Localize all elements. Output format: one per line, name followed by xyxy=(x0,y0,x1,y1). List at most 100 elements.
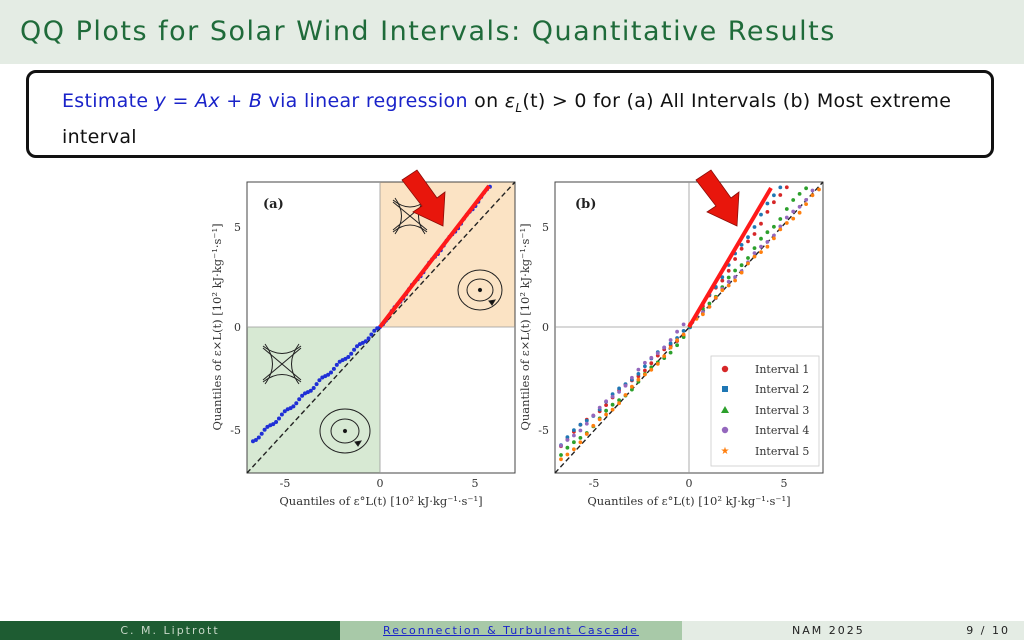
panel-b-point xyxy=(630,384,634,389)
panel-b-point xyxy=(733,278,737,283)
panel-b-point xyxy=(649,355,654,360)
panel-b-point xyxy=(643,372,647,377)
panel-b-point xyxy=(668,345,673,350)
legend-label-interval-4: Interval 4 xyxy=(755,424,809,437)
panel-a-point xyxy=(291,404,296,409)
panel-b-point xyxy=(578,428,583,433)
panel-b-ylabel: Quantiles of ε×L(t) [10² kJ·kg⁻¹·s⁻¹] xyxy=(518,223,532,430)
panel-b-point xyxy=(772,200,776,205)
panel-b-point xyxy=(778,224,783,229)
panel-a-point xyxy=(369,332,374,337)
panel-b-xtick-3: 5 xyxy=(781,477,788,490)
panel-a: (a) -5 0 5 5 0 -5 Quantiles of ε°L(t) [1… xyxy=(210,169,516,508)
panel-a-point xyxy=(329,370,333,375)
footer-talk-link[interactable]: Reconnection & Turbulent Cascade xyxy=(383,624,639,637)
panel-b-point xyxy=(604,408,608,413)
legend-marker-interval-4 xyxy=(721,426,729,434)
panel-b-point xyxy=(617,401,621,406)
panel-a-xlabel: Quantiles of ε°L(t) [10² kJ·kg⁻¹·s⁻¹] xyxy=(279,494,482,508)
legend-marker-interval-3 xyxy=(721,406,729,413)
panel-b-point xyxy=(707,305,712,309)
panel-a-xtick-1: -5 xyxy=(280,477,291,490)
panel-b-point xyxy=(726,268,731,273)
panel-a-point xyxy=(271,422,276,427)
panel-b-point xyxy=(630,387,634,392)
panel-b-point xyxy=(759,250,763,254)
summary-rest: (t) > 0 for (a) All Intervals (b) Most e… xyxy=(62,90,952,148)
panel-b-point xyxy=(739,270,744,275)
summary-regression: via linear regression xyxy=(262,90,468,112)
panel-b-point xyxy=(623,383,628,388)
panel-b-point xyxy=(636,377,641,382)
panel-b-point xyxy=(636,367,641,372)
legend-label-interval-1: Interval 1 xyxy=(755,363,809,376)
panel-a-point xyxy=(352,347,357,352)
summary-estimate: Estimate xyxy=(62,90,155,112)
panel-b-point xyxy=(675,343,679,348)
panel-b-point xyxy=(649,367,654,372)
panel-a-diagonal xyxy=(246,181,516,474)
panel-b-point xyxy=(565,438,570,442)
panel-b-point xyxy=(772,224,776,229)
panel-b-xtick-1: -5 xyxy=(589,477,600,490)
legend-marker-interval-2 xyxy=(722,386,728,392)
panel-b-point xyxy=(675,338,679,342)
panel-b-point xyxy=(804,198,808,202)
panel-b-point xyxy=(720,288,725,293)
panel-a-point xyxy=(311,386,316,390)
panel-b-point xyxy=(668,338,673,342)
panel-b-point xyxy=(655,362,660,366)
panel-b-point xyxy=(565,452,570,457)
panel-b: (b) -5 0 5 5 0 -5 Quantiles of ε°L(t) [1… xyxy=(518,169,824,508)
panel-b-point xyxy=(604,403,608,407)
panel-b-point xyxy=(636,372,641,376)
panel-b-ytick-1: 5 xyxy=(542,221,549,234)
panel-b-point xyxy=(649,361,654,366)
panel-b-point xyxy=(578,436,583,440)
title-bar: QQ Plots for Solar Wind Intervals: Quant… xyxy=(0,0,1024,64)
panel-b-point xyxy=(778,217,783,221)
panel-b-point xyxy=(701,312,705,317)
panel-b-point xyxy=(668,350,673,355)
panel-b-point xyxy=(643,364,647,369)
panel-a-point xyxy=(282,409,287,414)
panel-b-point xyxy=(565,445,570,450)
footer-talk[interactable]: Reconnection & Turbulent Cascade xyxy=(340,621,682,640)
summary-on: on xyxy=(467,90,505,112)
panel-a-ylabel: Quantiles of ε×L(t) [10² kJ·kg⁻¹·s⁻¹] xyxy=(210,223,224,430)
panel-a-point xyxy=(372,328,377,333)
panel-b-point xyxy=(759,212,763,217)
panel-a-ytick-3: -5 xyxy=(230,424,241,437)
panel-b-point xyxy=(746,235,750,240)
panel-b-point xyxy=(726,283,731,288)
qq-figure: (a) -5 0 5 5 0 -5 Quantiles of ε°L(t) [1… xyxy=(205,168,825,518)
panel-a-point xyxy=(334,362,339,367)
panel-b-point xyxy=(572,433,576,438)
panel-b-point xyxy=(733,268,737,273)
panel-b-point xyxy=(791,209,796,214)
panel-b-point xyxy=(713,295,718,300)
panel-b-point xyxy=(681,332,686,337)
x-point-icon-lower xyxy=(262,343,302,385)
footer-right: NAM 2025 9 / 10 xyxy=(682,621,1024,640)
panel-b-point xyxy=(765,210,770,214)
panel-b-point xyxy=(797,210,802,215)
panel-b-point xyxy=(752,246,757,250)
panel-b-point xyxy=(752,225,757,229)
panel-b-point xyxy=(804,186,808,191)
panel-b-point xyxy=(797,204,802,209)
panel-a-ytick-2: 0 xyxy=(234,321,241,334)
panel-b-point xyxy=(591,413,596,418)
panel-a-highlight-arrow xyxy=(401,169,446,227)
panel-b-point xyxy=(643,368,647,373)
footer-venue: NAM 2025 xyxy=(792,624,865,637)
panel-b-point xyxy=(720,275,725,280)
panel-b-point xyxy=(559,453,563,457)
panel-b-point xyxy=(765,230,770,235)
panel-a-point xyxy=(317,378,322,383)
panel-b-point xyxy=(572,447,576,452)
panel-b-point xyxy=(559,443,563,448)
panel-b-point xyxy=(772,193,776,198)
legend-marker-interval-5: ★ xyxy=(721,446,730,457)
panel-b-point xyxy=(778,185,783,190)
